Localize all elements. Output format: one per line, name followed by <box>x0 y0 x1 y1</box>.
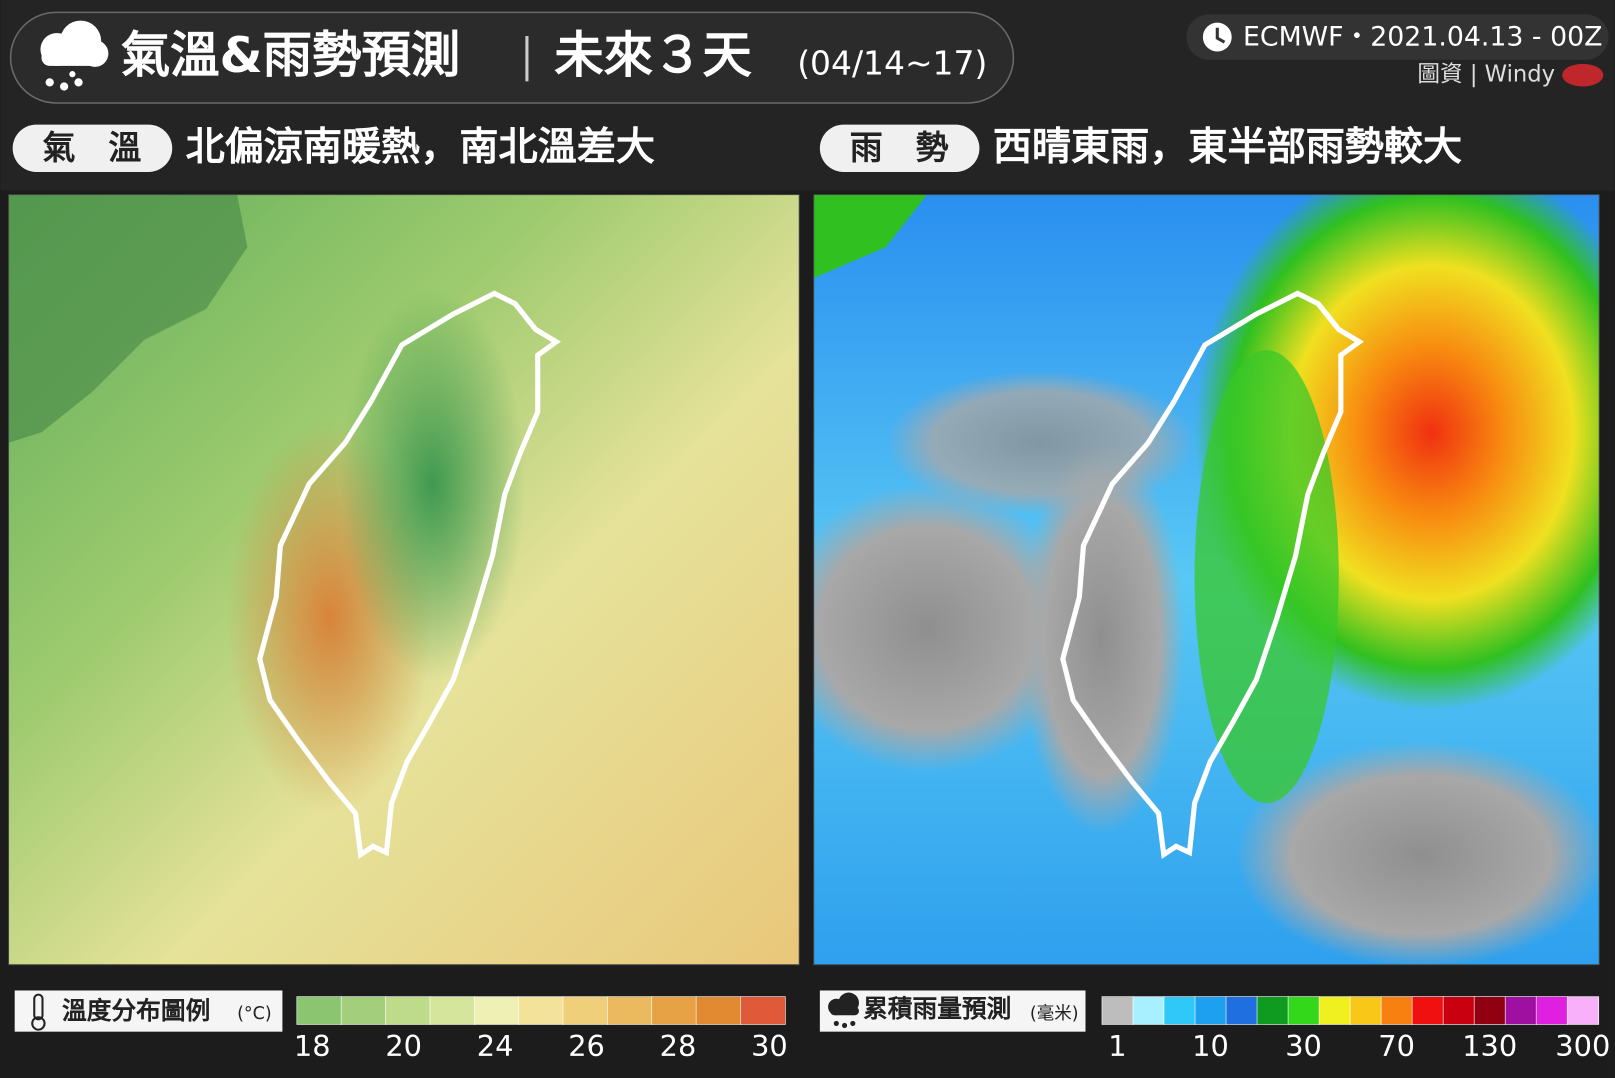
legend-unit: (°C) <box>237 1004 272 1024</box>
credit: 圖資 | Windy <box>1417 62 1555 88</box>
legend-title-box <box>14 990 283 1032</box>
title: 氣溫&雨勢預測 <box>121 26 461 84</box>
legend-swatch <box>1101 996 1134 1025</box>
temperature-map <box>8 194 800 965</box>
legend-unit: (毫米) <box>1030 1004 1079 1024</box>
panel-tag-pill <box>819 124 980 172</box>
legend-tick-label: 130 <box>1462 1029 1517 1063</box>
legend-swatch <box>1194 996 1227 1025</box>
legend-swatch <box>296 996 343 1025</box>
header-pill <box>9 11 1015 104</box>
legend-swatch <box>1349 996 1382 1025</box>
legend-swatch <box>518 996 564 1025</box>
legend-swatch <box>1442 996 1475 1025</box>
date-range: (04/14~17) <box>797 43 987 82</box>
legend-tick-label: 18 <box>294 1029 331 1063</box>
legend-tick-label: 28 <box>660 1029 697 1063</box>
legend-tick-label: 70 <box>1378 1029 1415 1063</box>
legend-swatch <box>1566 996 1600 1025</box>
rain-map <box>813 194 1600 965</box>
subtitle: 未來３天 <box>554 26 752 84</box>
legend-tick-label: 24 <box>477 1029 514 1063</box>
legend-swatch <box>385 996 431 1025</box>
legend-swatch <box>1318 996 1351 1025</box>
legend-swatch <box>740 996 786 1025</box>
legend-swatch <box>1504 996 1538 1025</box>
legend-swatch <box>1380 996 1413 1025</box>
legend-swatch <box>1225 996 1258 1025</box>
legend-title: 累積雨量預測 <box>863 994 1011 1023</box>
rain-icon <box>40 20 109 91</box>
legend-swatch <box>1287 996 1320 1025</box>
thermometer-icon <box>31 993 46 1031</box>
clock-icon <box>1202 22 1232 52</box>
logo <box>1562 63 1604 87</box>
legend-swatch <box>1256 996 1289 1025</box>
legend-swatch <box>651 996 697 1025</box>
divider <box>525 36 529 82</box>
panel-tag: 雨 勢 <box>850 128 949 167</box>
legend-tick-label: 30 <box>1285 1029 1322 1063</box>
legend-swatch <box>1473 996 1507 1025</box>
legend-swatch <box>1535 996 1569 1025</box>
legend-swatch <box>1411 996 1444 1025</box>
legend-swatch <box>1132 996 1165 1025</box>
map-frame <box>8 194 800 966</box>
legend-tick-label: 10 <box>1192 1029 1229 1063</box>
source-pill <box>1186 14 1609 60</box>
source: ECMWF・2021.04.13 - 00Z <box>1243 22 1602 53</box>
panel-summary: 北偏涼南暖熱，南北溫差大 <box>186 125 655 170</box>
map-frame <box>813 194 1600 966</box>
legend-title-box <box>819 990 1086 1032</box>
legend-title: 溫度分布圖例 <box>62 996 210 1025</box>
legend-tick-label: 20 <box>385 1029 422 1063</box>
legend-tick-label: 30 <box>751 1029 788 1063</box>
legend-swatch <box>607 996 653 1025</box>
legend-swatch <box>429 996 476 1025</box>
panel-tag-pill <box>12 124 173 172</box>
legend-tick-label: 26 <box>568 1029 605 1063</box>
rain-icon-small <box>828 992 859 1029</box>
legend-swatch <box>695 996 742 1025</box>
legend-swatch <box>340 996 387 1025</box>
legend-tick-label: 300 <box>1555 1029 1610 1063</box>
legend-tick-label: 1 <box>1108 1029 1126 1063</box>
panel-summary: 西晴東雨，東半部雨勢較大 <box>993 125 1462 170</box>
panel-tag: 氣 溫 <box>43 128 142 167</box>
legend-swatch <box>1163 996 1196 1025</box>
legend-swatch <box>473 996 520 1025</box>
legend-swatch <box>562 996 609 1025</box>
